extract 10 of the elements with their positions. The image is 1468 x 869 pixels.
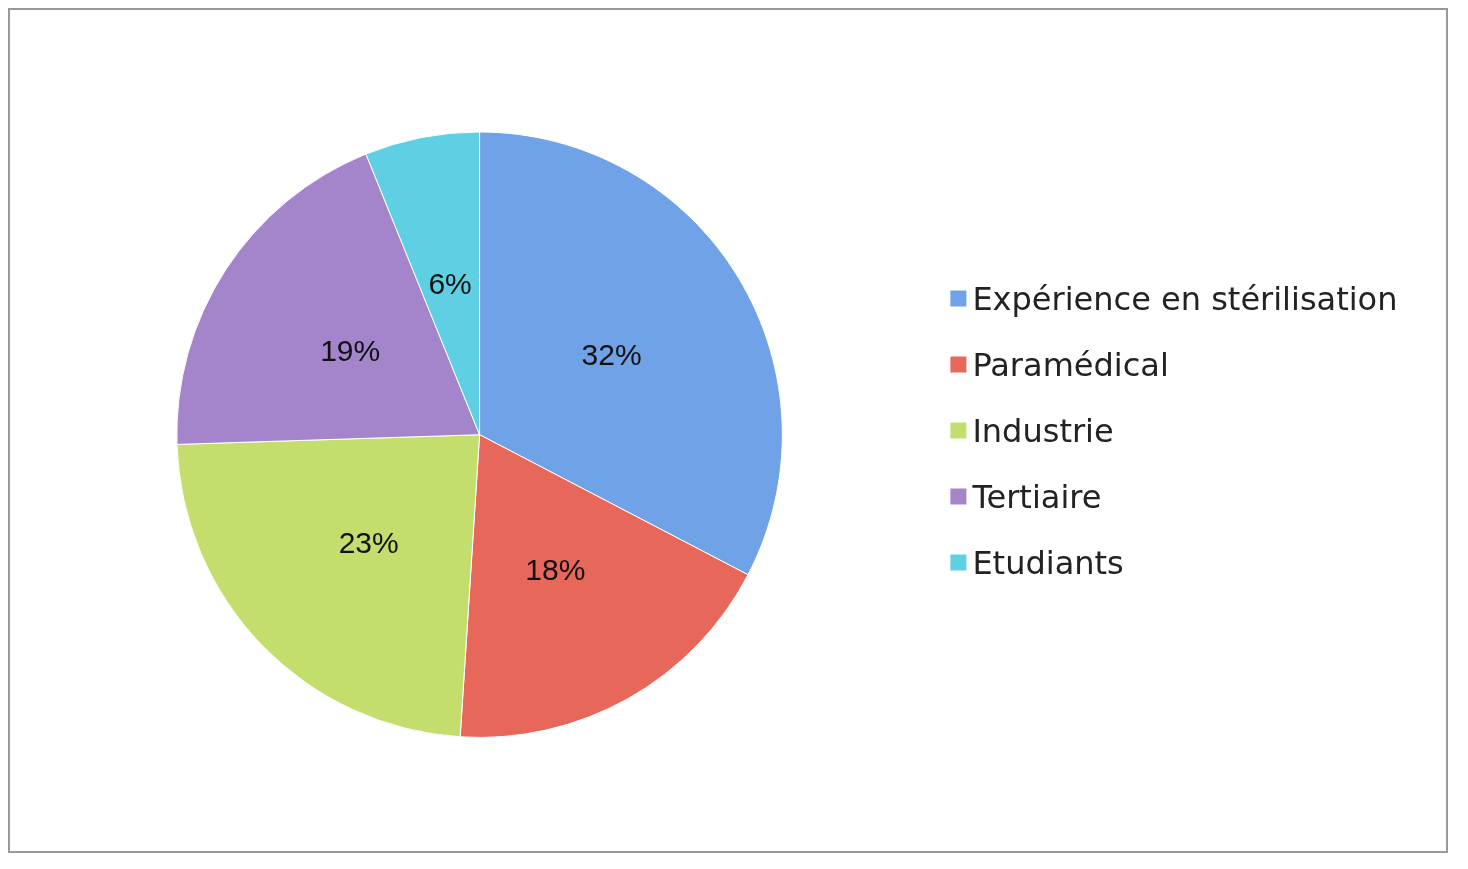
data-label: 32% — [581, 338, 642, 372]
data-label: 23% — [338, 525, 399, 559]
data-label: 18% — [525, 552, 586, 586]
legend-label: Industrie — [972, 411, 1114, 450]
data-label: 19% — [320, 333, 381, 367]
legend-label: Etudiants — [972, 543, 1124, 582]
data-label: 6% — [428, 266, 472, 300]
legend-label: Expérience en stérilisation — [972, 279, 1398, 318]
legend-label: Tertiaire — [971, 477, 1102, 516]
legend-label: Paramédical — [972, 345, 1169, 384]
